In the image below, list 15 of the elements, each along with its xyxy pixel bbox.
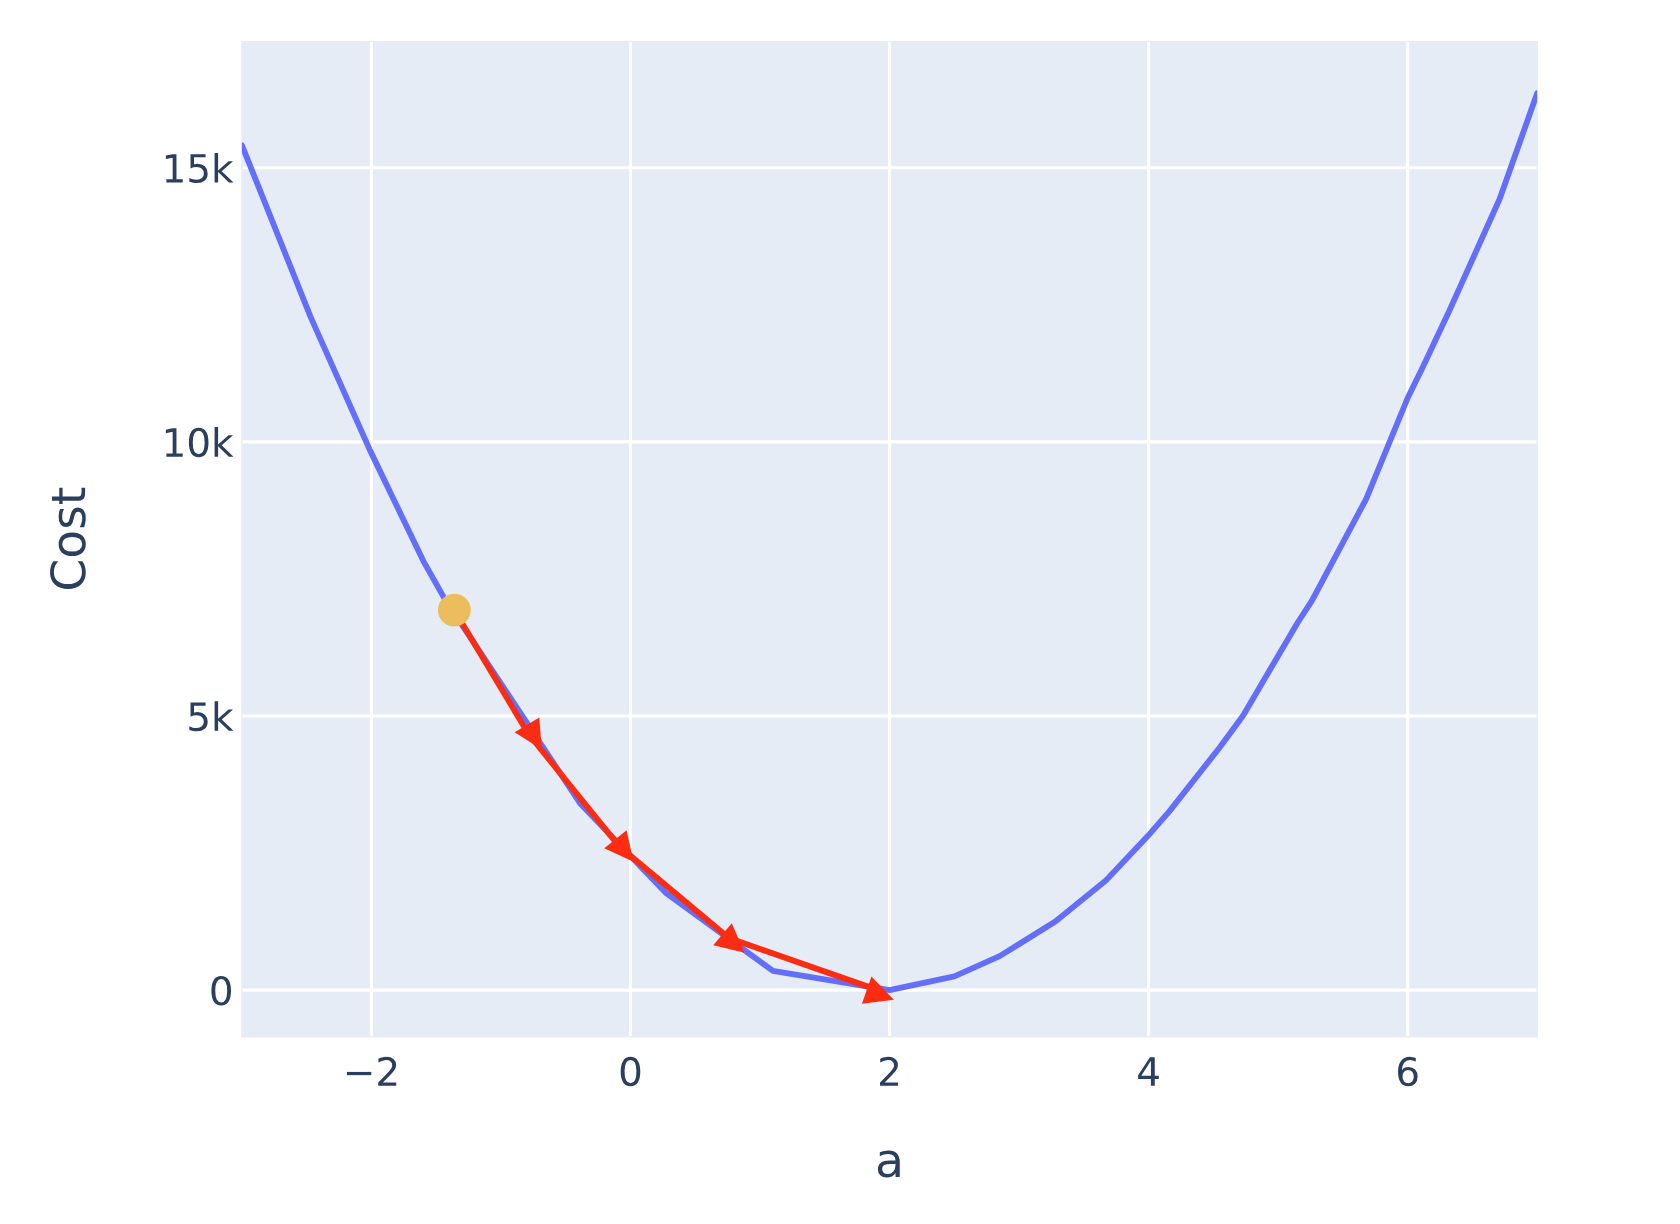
point [713,923,745,953]
y-tick-label: 0 [211,976,231,1006]
point [604,830,634,862]
x-tick-label: −2 [346,1056,397,1086]
point [861,976,894,1004]
y-axis-title: Cost [50,487,86,590]
x-axis-title: a [877,1150,900,1178]
x-tick-label: 4 [1138,1057,1159,1086]
y-tick-label: 5k [189,701,234,732]
y-tick-label: 10k [165,427,234,458]
x-tick-label: 0 [620,1056,641,1087]
y-tick-label: 15k [165,152,234,184]
point [437,593,471,627]
x-tick-label: 6 [1398,1056,1418,1087]
x-tick-label: 2 [880,1056,899,1086]
